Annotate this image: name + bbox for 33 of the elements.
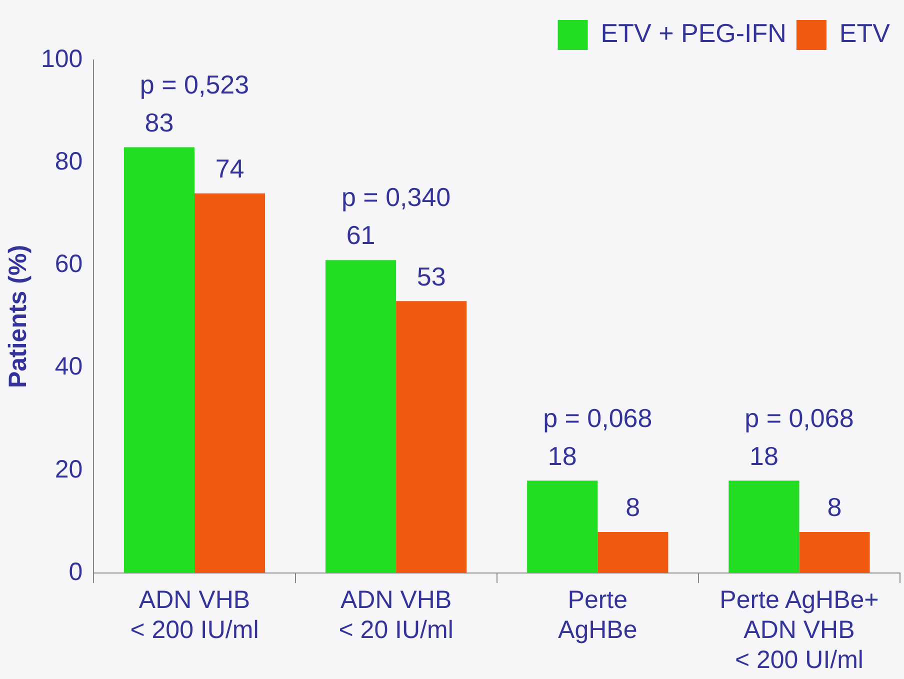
data-label: 18 xyxy=(749,440,778,471)
bar xyxy=(396,301,467,573)
x-tick-label: Perte AgHBe+ ADN VHB < 200 UI/ml xyxy=(720,586,879,674)
annotation: p = 0,523 xyxy=(140,69,250,100)
data-label: 8 xyxy=(626,492,640,522)
y-tick-label: 20 xyxy=(54,455,83,484)
bar xyxy=(728,480,800,573)
bar xyxy=(124,147,194,573)
y-tick-label: 0 xyxy=(68,558,83,586)
data-label: 8 xyxy=(827,492,842,522)
data-label: 74 xyxy=(215,154,244,184)
data-label: 83 xyxy=(144,107,174,138)
bar xyxy=(598,532,668,573)
bar xyxy=(799,532,870,573)
legend-label: ETV + PEG-IFN xyxy=(600,18,786,48)
bar xyxy=(326,260,396,573)
y-tick-label: 40 xyxy=(54,352,83,381)
annotation: p = 0,068 xyxy=(744,402,854,433)
bar xyxy=(527,480,598,573)
data-label: 61 xyxy=(346,220,376,250)
data-label: 18 xyxy=(548,440,577,471)
annotation: p = 0,340 xyxy=(341,182,451,212)
annotation: p = 0,068 xyxy=(543,402,652,433)
y-tick-label: 80 xyxy=(54,147,83,176)
x-tick-label: ADN VHB < 200 IU/ml xyxy=(130,586,259,644)
y-axis-title: Patients (%) xyxy=(4,244,32,388)
data-label: 53 xyxy=(416,261,446,292)
y-tick-label: 100 xyxy=(40,44,83,73)
x-tick-label: Perte AgHBe xyxy=(558,586,638,644)
bar xyxy=(194,193,266,573)
x-tick-label: ADN VHB < 20 IU/ml xyxy=(338,586,454,644)
y-tick-label: 60 xyxy=(54,250,83,278)
legend-label: ETV xyxy=(839,18,891,48)
